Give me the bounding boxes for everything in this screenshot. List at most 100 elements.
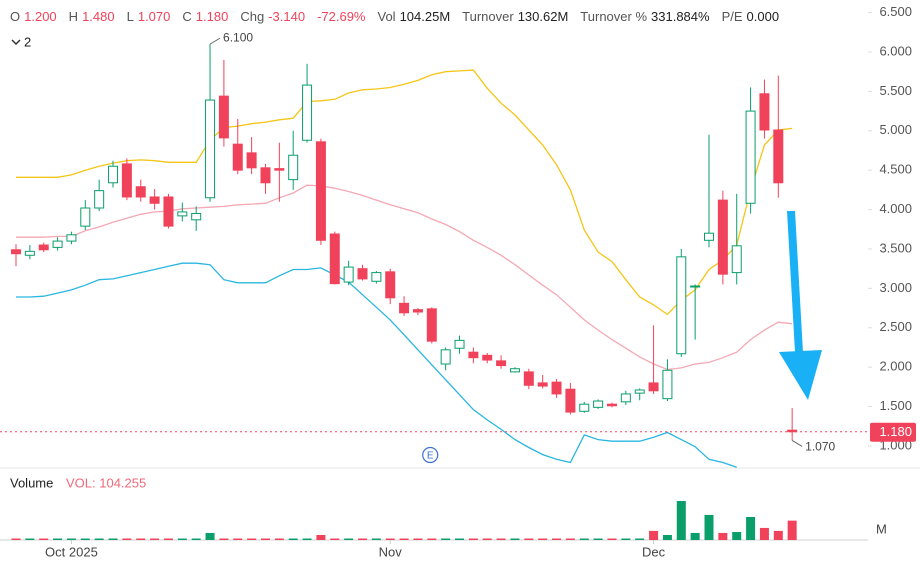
quote-value: -72.69%	[317, 8, 366, 24]
candle-body	[302, 84, 313, 141]
candle-body	[66, 234, 77, 242]
quote-label: Turnover	[462, 8, 514, 24]
candle-body	[412, 309, 423, 313]
volume-bar	[385, 538, 395, 540]
volume-bar	[80, 538, 90, 540]
arrow-annotation	[779, 211, 822, 400]
volume-bar	[163, 538, 173, 540]
candle-body	[704, 232, 714, 241]
quote-label: P/E	[721, 8, 743, 24]
candle-body	[662, 369, 673, 400]
candle-body	[371, 272, 382, 282]
candle-body	[274, 168, 285, 171]
volume-bar	[676, 501, 686, 540]
candle-body	[745, 110, 756, 204]
candle-body	[385, 271, 396, 299]
quote-label: O	[10, 8, 21, 24]
low-label: 1.070	[805, 440, 835, 454]
candle-body	[191, 213, 202, 221]
candle-body	[593, 400, 604, 408]
volume-bar	[704, 514, 714, 540]
overlay-line	[16, 262, 737, 468]
volume-bar	[732, 532, 742, 540]
candle-body	[135, 186, 146, 198]
candle-body	[232, 143, 243, 171]
volume-bar	[302, 538, 312, 540]
volume-bar	[219, 538, 229, 540]
volume-bar	[773, 530, 783, 540]
y-tick-label: 5.500	[879, 83, 912, 98]
y-tick-label: 2.500	[879, 319, 912, 334]
volume-bar	[510, 538, 520, 540]
volume-bar	[552, 538, 562, 540]
volume-bar	[635, 538, 645, 540]
candle-body	[579, 403, 590, 412]
x-tick-label: Nov	[379, 544, 403, 559]
candle-body	[218, 95, 229, 139]
candle-body	[52, 240, 63, 248]
candle-body	[537, 382, 548, 387]
candle-body	[246, 152, 257, 169]
volume-label: VOL: 104.255	[66, 475, 146, 490]
y-tick-label: 3.000	[879, 280, 912, 295]
volume-bar	[330, 538, 340, 540]
quote-value: 130.62M	[517, 8, 569, 24]
volume-bar	[94, 538, 104, 540]
quote-label: C	[182, 8, 192, 24]
volume-bar	[371, 538, 381, 540]
candle-body	[205, 99, 216, 199]
quote-label: Turnover %	[580, 8, 648, 24]
volume-bar	[11, 538, 21, 540]
candle-body	[260, 167, 271, 184]
quote-value: 1.180	[195, 8, 229, 24]
volume-bar	[274, 538, 284, 540]
overlay-line	[16, 69, 793, 316]
volume-bar	[455, 538, 465, 540]
candle-body	[426, 308, 437, 342]
volume-bar	[787, 520, 797, 540]
volume-bar	[247, 538, 257, 540]
volume-bar	[39, 538, 49, 540]
collapse-icon[interactable]	[11, 39, 21, 46]
high-leader	[209, 37, 221, 45]
volume-bar	[718, 532, 728, 540]
candle-body	[315, 141, 326, 241]
volume-bar	[66, 538, 76, 540]
quote-value: 1.480	[82, 8, 115, 24]
volume-bar	[358, 538, 367, 540]
candle-body	[509, 368, 520, 373]
quote-value: 1.070	[137, 8, 171, 24]
volume-bar	[233, 538, 243, 540]
candle-body	[288, 154, 299, 181]
candle-body	[676, 256, 687, 355]
y-tick-label: 4.500	[879, 162, 912, 177]
candle-body	[454, 339, 465, 349]
candle-body	[11, 249, 21, 255]
low-leader	[791, 439, 803, 447]
volume-bar	[288, 538, 298, 540]
x-tick-label: Oct 2025	[45, 544, 98, 559]
volume-bar	[565, 538, 575, 540]
volume-bar	[649, 530, 659, 540]
quote-value: -3.140	[268, 8, 306, 24]
volume-bar	[53, 538, 63, 540]
candle-body	[80, 207, 91, 227]
candle-body	[343, 266, 354, 283]
volume-bar	[746, 516, 756, 540]
candle-body	[565, 388, 576, 413]
volume-bar	[25, 538, 35, 540]
volume-bar	[593, 538, 603, 540]
quote-label: Vol	[377, 8, 396, 24]
y-tick-label: 6.500	[879, 4, 912, 19]
volume-unit: M	[876, 521, 887, 536]
volume-bar	[316, 534, 326, 540]
quote-label: H	[68, 8, 79, 24]
volume-bar	[427, 538, 437, 540]
volume-bar	[150, 538, 160, 540]
volume-bar	[205, 532, 215, 540]
overlay-group	[16, 69, 793, 468]
volume-bar	[621, 538, 631, 540]
candle-body	[24, 250, 35, 256]
volume-bar	[122, 538, 132, 540]
